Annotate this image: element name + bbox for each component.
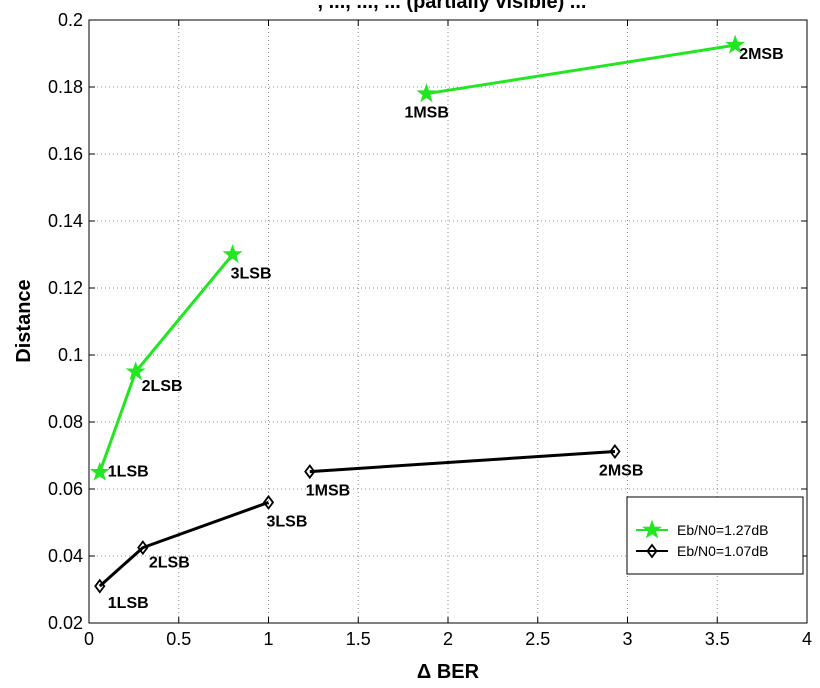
legend: Eb/N0=1.27dB Eb/N0=1.07dB	[627, 497, 803, 574]
series-1-line	[310, 451, 615, 471]
series-0-point	[224, 246, 241, 262]
series-1: 1LSB 2LSB 3LSB 1MSB 2MSB	[95, 445, 643, 612]
x-tick-label: 0.5	[166, 629, 191, 649]
y-tick-label: 0.02	[48, 613, 83, 633]
x-tick-label: 3	[622, 629, 632, 649]
series-0-line	[100, 255, 233, 473]
series-0-point	[418, 85, 435, 101]
y-tick-labels: 0.02 0.04 0.06 0.08 0.1 0.12 0.14 0.16 0.18 0.2	[48, 10, 83, 633]
y-tick-label: 0.2	[58, 10, 83, 30]
y-tick-label: 0.06	[48, 479, 83, 499]
x-tick-label: 1	[263, 629, 273, 649]
y-tick-label: 0.1	[58, 345, 83, 365]
y-tick-label: 0.12	[48, 278, 83, 298]
y-tick-label: 0.16	[48, 144, 83, 164]
x-tick-label: 1.5	[346, 629, 371, 649]
point-label: 3LSB	[267, 513, 308, 530]
series-0: 1LSB 2LSB 3LSB 1MSB 2MSB	[91, 36, 783, 480]
point-label: 1MSB	[404, 105, 448, 122]
point-label: 2LSB	[142, 378, 183, 395]
y-tick-label: 0.08	[48, 412, 83, 432]
y-tick-label: 0.14	[48, 211, 83, 231]
point-label: 2MSB	[739, 46, 783, 63]
y-tick-label: 0.04	[48, 546, 83, 566]
point-label: 2MSB	[599, 462, 643, 479]
series-1-line	[100, 502, 269, 586]
x-tick-label: 0	[84, 629, 94, 649]
point-label: 3LSB	[231, 266, 272, 283]
legend-label-1: Eb/N0=1.07dB	[677, 543, 768, 559]
legend-label-0: Eb/N0=1.27dB	[677, 522, 768, 538]
x-tick-labels: 0 0.5 1 1.5 2 2.5 3 3.5 4	[84, 629, 812, 649]
y-axis-label: Distance	[13, 279, 35, 362]
x-tick-label: 2.5	[525, 629, 550, 649]
x-tick-label: 3.5	[705, 629, 730, 649]
y-tick-label: 0.18	[48, 77, 83, 97]
chart-title: , ..., ..., ... (partially visible) ...	[318, 0, 587, 13]
point-label: 1LSB	[108, 595, 149, 612]
x-axis-label: Δ BER	[417, 661, 480, 683]
series-0-point	[91, 463, 108, 479]
point-label: 2LSB	[149, 555, 190, 572]
series-0-line	[426, 45, 735, 94]
point-label: 1LSB	[108, 463, 149, 480]
x-tick-label: 4	[802, 629, 812, 649]
x-tick-label: 2	[443, 629, 453, 649]
point-label: 1MSB	[306, 483, 350, 500]
